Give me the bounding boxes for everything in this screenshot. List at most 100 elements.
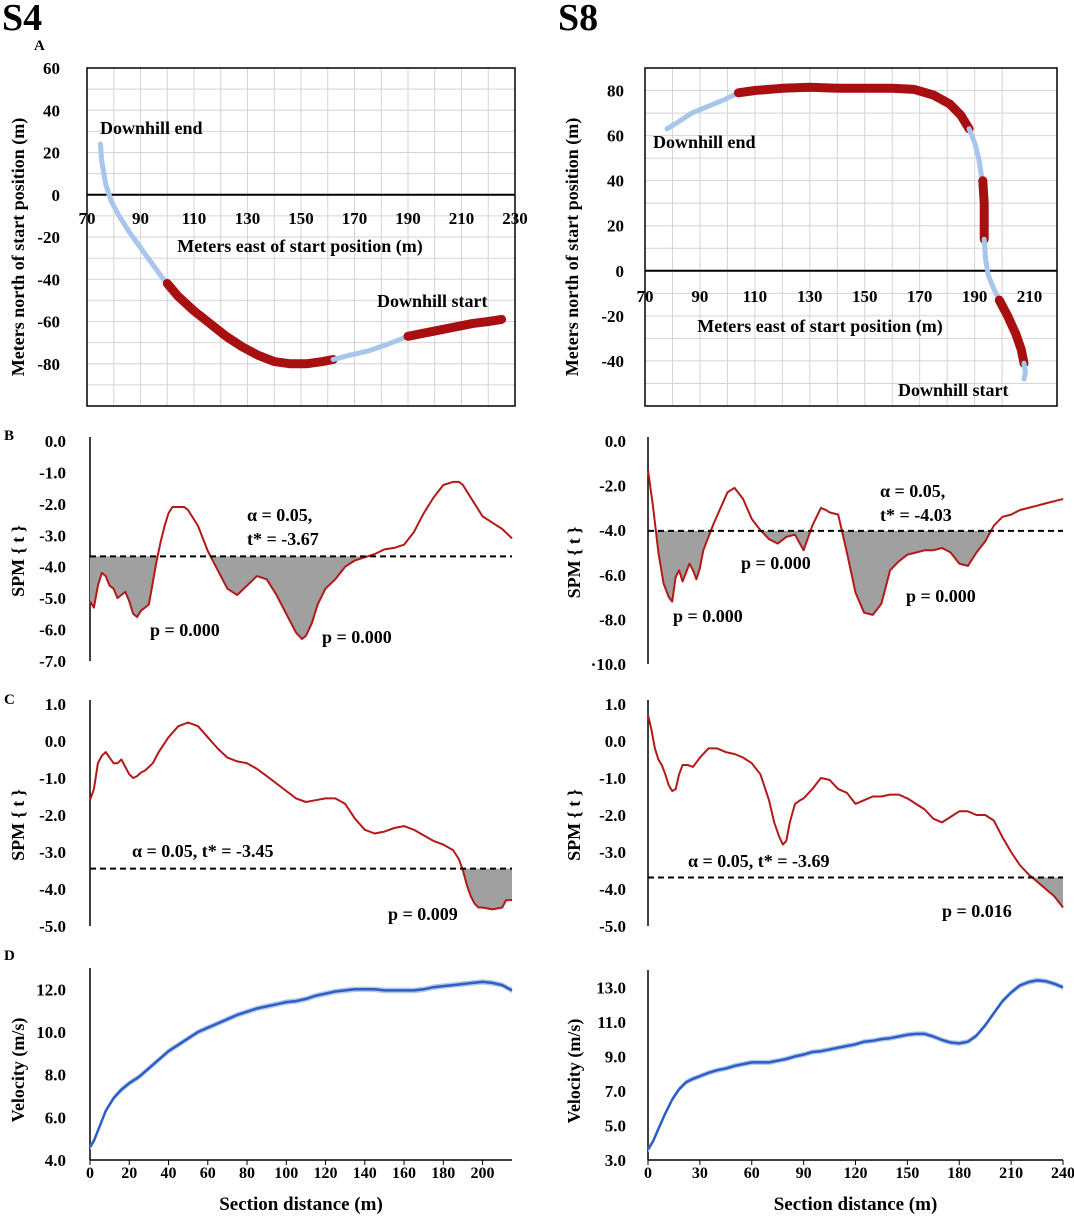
x-tick-label: 60 <box>744 1165 760 1182</box>
y-tick-label: -5.0 <box>599 917 626 936</box>
y-tick-label: -6.0 <box>39 621 66 640</box>
y-tick-label: 11.0 <box>597 1013 626 1032</box>
y-tick-label: 40 <box>43 101 60 120</box>
x-tick-label: 130 <box>797 287 823 306</box>
x-axis-title: Section distance (m) <box>219 1194 383 1215</box>
x-tick-label: 80 <box>239 1165 255 1182</box>
y-tick-label: 80 <box>607 82 624 101</box>
y-tick-label: 10.0 <box>36 1023 66 1042</box>
velocity-curve <box>646 979 1064 1151</box>
x-tick-label: 90 <box>796 1165 812 1182</box>
x-tick-label: 0 <box>86 1165 94 1182</box>
y-tick-label: -7.0 <box>39 652 66 671</box>
y-tick-label: 3.0 <box>605 1151 626 1170</box>
panel-s4-A: 60 40 20 0 -20 -40 -60 -80 70 90 110 130 150 170 190 21… <box>8 59 528 407</box>
annotation-downhill-end: Downhill end <box>100 118 203 138</box>
y-tick-label: 40 <box>607 172 624 191</box>
x-tick-label: 150 <box>852 287 878 306</box>
y-tick-label: 8.0 <box>45 1066 66 1085</box>
x-tick-label: 70 <box>637 287 654 306</box>
annotation-downhill-start: Downhill start <box>377 291 488 311</box>
p-value-label: p = 0.009 <box>388 904 458 924</box>
x-axis-title: Meters east of start position (m) <box>177 236 422 257</box>
y-tick-label: -40 <box>37 270 60 289</box>
y-axis-title: Velocity (m/s) <box>564 1019 585 1124</box>
y-tick-label: 0.0 <box>45 432 66 451</box>
x-tick-label: 40 <box>161 1165 177 1182</box>
y-tick-label: 5.0 <box>605 1116 626 1135</box>
panel-s8-A: 80 60 40 20 0 -20 -40 70 90 110 130 150 170 190 210 Met… <box>562 67 1058 407</box>
y-tick-label: -4.0 <box>599 521 626 540</box>
x-tick-label: 0 <box>644 1165 652 1182</box>
suprathreshold-area <box>1032 877 1063 908</box>
y-axis-title: SPM { t } <box>564 527 584 599</box>
panel-s4-B: 0.0 -1.0 -2.0 -3.0 -4.0 -5.0 -6.0 -7.0 SPM { t }… <box>8 432 513 671</box>
path-segment-light <box>330 333 411 362</box>
x-tick-label: 150 <box>288 209 314 228</box>
y-tick-label: 60 <box>607 127 624 146</box>
column-label-s8: S8 <box>558 0 598 39</box>
x-tick-label: 20 <box>121 1165 137 1182</box>
x-tick-label: 170 <box>342 209 368 228</box>
threshold-label: α = 0.05, t* = -3.69 <box>688 851 830 871</box>
p-value-label: p = 0.000 <box>673 606 743 626</box>
y-tick-label: -1.0 <box>39 463 66 482</box>
threshold-label: t* = -3.67 <box>247 529 319 549</box>
x-axis-title: Section distance (m) <box>774 1194 938 1215</box>
spm-curve <box>89 480 513 640</box>
y-tick-label: 20 <box>43 144 60 163</box>
p-value-label: p = 0.000 <box>906 586 976 606</box>
y-tick-label: -2.0 <box>599 477 626 496</box>
x-tick-label: 210 <box>449 209 475 228</box>
y-tick-label: 0.0 <box>605 732 626 751</box>
y-tick-label: 0 <box>52 186 61 205</box>
x-tick-label: 240 <box>1051 1165 1074 1182</box>
path-segment-light <box>664 90 741 132</box>
x-tick-label: 120 <box>844 1165 868 1182</box>
y-tick-label: 60 <box>43 59 60 78</box>
suprathreshold-area <box>648 530 1063 615</box>
x-axis-title: Meters east of start position (m) <box>697 316 942 337</box>
p-value-label: p = 0.016 <box>942 901 1012 921</box>
x-tick-label: 110 <box>743 287 768 306</box>
y-tick-label: 1.0 <box>45 695 66 714</box>
plot-frame <box>86 67 516 407</box>
y-tick-label: ·10.0 <box>591 655 626 674</box>
panel-s8-D: 3.0 5.0 7.0 9.0 11.0 13.0 0 30 60 90 120 150 180 210 2… <box>564 970 1074 1215</box>
x-tick-label: 90 <box>691 287 708 306</box>
y-axis-title: SPM { t } <box>8 789 28 861</box>
y-axis-title: Meters north of start position (m) <box>8 118 29 376</box>
y-tick-label: -40 <box>601 352 624 371</box>
x-tick-label: 190 <box>395 209 421 228</box>
p-value-label: p = 0.000 <box>741 553 811 573</box>
y-tick-label: 0.0 <box>605 432 626 451</box>
panel-s8-C: 1.0 0.0 -1.0 -2.0 -3.0 -4.0 -5.0 SPM { t } α = 0… <box>564 695 1064 936</box>
path-segment-dark <box>403 314 507 341</box>
x-tick-label: 90 <box>132 209 149 228</box>
spm-curve <box>647 469 1064 616</box>
x-tick-label: 170 <box>907 287 933 306</box>
threshold-label: α = 0.05, <box>880 481 945 501</box>
y-tick-label: 7.0 <box>605 1082 626 1101</box>
path-segment-light <box>97 141 170 286</box>
y-tick-label: -4.0 <box>39 880 66 899</box>
y-tick-label: -20 <box>37 228 60 247</box>
annotation-downhill-end: Downhill end <box>653 132 756 152</box>
y-tick-label: 4.0 <box>45 1151 66 1170</box>
path-segment-dark <box>978 176 989 244</box>
y-tick-label: -8.0 <box>599 610 626 629</box>
y-tick-label: -20 <box>601 307 624 326</box>
path-segment-light <box>1021 360 1028 382</box>
y-tick-label: -3.0 <box>599 843 626 862</box>
threshold-label: t* = -4.03 <box>880 505 952 525</box>
y-tick-label: 0.0 <box>45 732 66 751</box>
path-segment-light <box>966 126 986 184</box>
y-tick-label: -5.0 <box>39 589 66 608</box>
y-tick-label: 9.0 <box>605 1047 626 1066</box>
panel-s4-C: 1.0 0.0 -1.0 -2.0 -3.0 -4.0 -5.0 SPM { t } α = 0… <box>8 695 512 936</box>
y-tick-label: 13.0 <box>596 978 626 997</box>
y-axis-title: Meters north of start position (m) <box>562 118 583 376</box>
x-tick-label: 60 <box>200 1165 216 1182</box>
y-tick-label: -2.0 <box>39 495 66 514</box>
